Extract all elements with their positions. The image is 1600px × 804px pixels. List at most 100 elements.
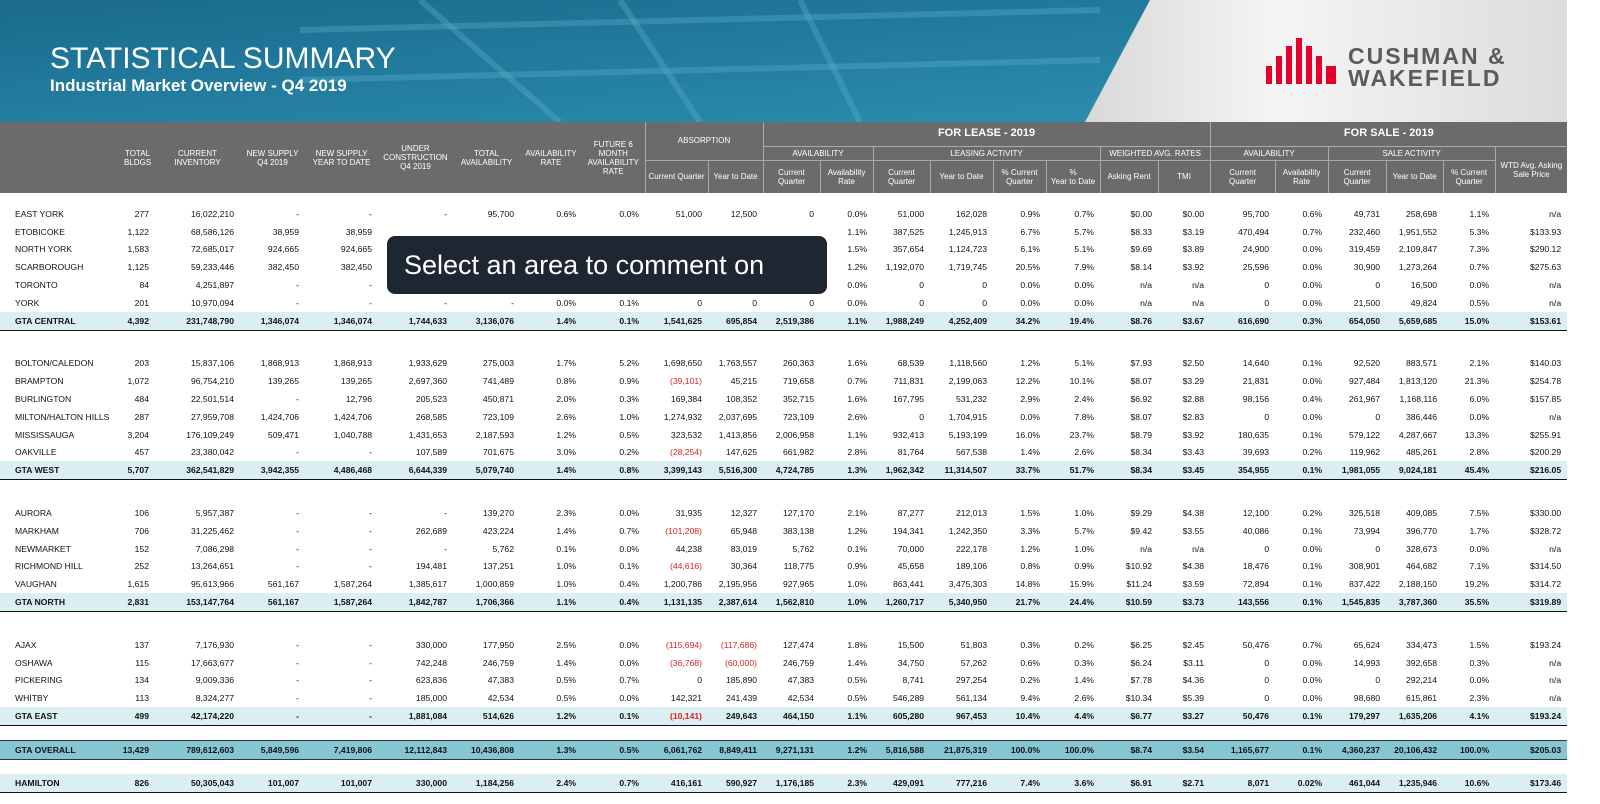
table-cell: $8.34 [1130,447,1153,458]
table-cell: $7.78 [1130,675,1153,686]
table-cell: 0.5% [582,739,645,760]
table-cell: - [296,394,299,405]
table-cell: 0.4% [1302,394,1323,405]
table-cell: 96,754,210 [190,376,234,387]
table-cell: 143,556 [1210,593,1276,612]
table-cell: 1,168,116 [1399,394,1438,405]
table-cell: 6,061,762 [645,739,708,760]
table-cell: 185,890 [725,675,758,686]
table-cell: 0 [1264,657,1270,668]
table-cell: 470,494 [1238,226,1270,237]
table-cell: n/a [1140,297,1153,308]
table-cell: $0.00 [1182,208,1205,219]
table-cell: 277 [134,208,149,219]
table-cell: 137,251 [482,561,514,572]
table-cell: $2.71 [1158,773,1211,793]
table-cell: 47,383 [487,675,514,686]
table-cell: 68,586,126 [190,226,234,237]
market-name: GTA NORTH [0,593,120,612]
table-cell: 45,658 [897,561,925,572]
table-cell: - [240,707,305,726]
table-cell: 0.9% [619,376,639,387]
table-cell: 59,233,446 [190,262,234,273]
market-row: VAUGHAN 1,615 95,613,966 561,167 1,587,264 1,… [0,575,1567,593]
table-cell: $8.07 [1130,376,1153,387]
table-cell: 0.8% [582,461,645,481]
table-cell: 0.2% [1020,675,1041,686]
table-cell: 605,280 [873,707,931,726]
table-cell: 0 [697,297,702,308]
table-cell: 1,868,913 [333,358,372,369]
table-cell: 1,881,084 [378,707,453,726]
table-cell: 19.4% [1046,311,1101,331]
table-cell: 10.1% [1069,376,1095,387]
table-cell: 0.0% [619,693,639,704]
market-row: SCARBOROUGH 1,125 59,233,446 382,450 382,450… [0,258,1567,276]
market-row: ETOBICOKE 1,122 68,586,126 38,959 38,959 1.1%… [0,223,1567,241]
table-cell: 101,007 [240,773,305,793]
table-cell: $2.50 [1182,358,1205,369]
table-cell: 185,000 [415,693,447,704]
column-header: Availability Rate [819,160,874,193]
table-cell: $290.12 [1530,244,1562,255]
table-cell: 711,831 [893,376,925,387]
table-cell: 7.4% [993,773,1047,793]
table-cell: $173.46 [1495,773,1568,793]
table-cell: 0.1% [1302,561,1323,572]
table-cell: 0.1% [1302,429,1323,440]
table-cell: $0.00 [1130,208,1153,219]
table-cell: $3.11 [1183,657,1205,668]
table-cell: 0.0% [1302,297,1323,308]
table-cell: 262,689 [415,525,447,536]
table-cell: 323,532 [670,429,702,440]
table-cell: 0.0% [1302,280,1323,291]
table-cell: 5.3% [1469,226,1490,237]
table-cell: 616,690 [1210,311,1276,331]
table-cell: 2.8% [847,447,868,458]
spacer-cell [0,330,1567,355]
table-cell: 0.1% [582,707,645,726]
table-cell: 1.4% [520,461,582,481]
table-cell: - [296,657,299,668]
table-cell: 12.2% [1015,376,1041,387]
table-cell: 0.0% [619,639,639,650]
table-cell: 0.6% [556,208,576,219]
table-cell: 325,518 [1349,508,1381,519]
table-cell: 1.3% [820,461,874,481]
table-cell: 485,261 [1406,447,1438,458]
table-cell: $2.45 [1182,639,1205,650]
table-cell: 0.0% [619,657,639,668]
table-cell: - [444,297,447,308]
table-cell: 38,959 [272,226,299,237]
table-cell: 31,225,462 [190,525,234,536]
table-cell: 1,242,350 [948,525,988,536]
table-cell: 4,724,785 [763,461,821,481]
table-cell: 4.4% [1046,707,1101,726]
table-cell: 5,849,596 [240,739,305,760]
table-cell: - [369,208,372,219]
table-cell: 205,523 [415,394,447,405]
market-row: EAST YORK 277 16,022,210 - - - 95,700 0.6% 0.0% 5… [0,205,1567,223]
column-header: CURRENT INVENTORY [155,122,240,193]
table-cell: 352,715 [782,394,815,405]
table-cell: $6.91 [1100,773,1159,793]
table-cell: 357,654 [892,244,925,255]
table-cell: 1,635,206 [1386,707,1444,726]
table-cell: 21,500 [1353,297,1381,308]
market-row: MISSISSAUGA 3,204 176,109,249 509,471 1,040,… [0,426,1567,444]
table-cell: $3.59 [1182,579,1205,590]
table-cell: 17,663,677 [190,657,234,668]
table-cell: 1,541,625 [645,311,708,331]
comment-tooltip: Select an area to comment on [387,236,827,294]
table-cell: 0.8% [556,376,576,387]
market-name: MARKHAM [15,525,59,536]
table-cell: 20.5% [1015,262,1041,273]
table-cell: 654,050 [1328,311,1387,331]
table-cell: 0.2% [1302,508,1323,519]
title: STATISTICAL SUMMARY [50,42,396,75]
table-cell: 7.1% [1469,561,1490,572]
table-cell: 153,147,764 [155,593,240,612]
table-cell: 51,803 [960,639,988,650]
table-cell: 2.8% [1469,447,1490,458]
table-cell: - [296,561,299,572]
